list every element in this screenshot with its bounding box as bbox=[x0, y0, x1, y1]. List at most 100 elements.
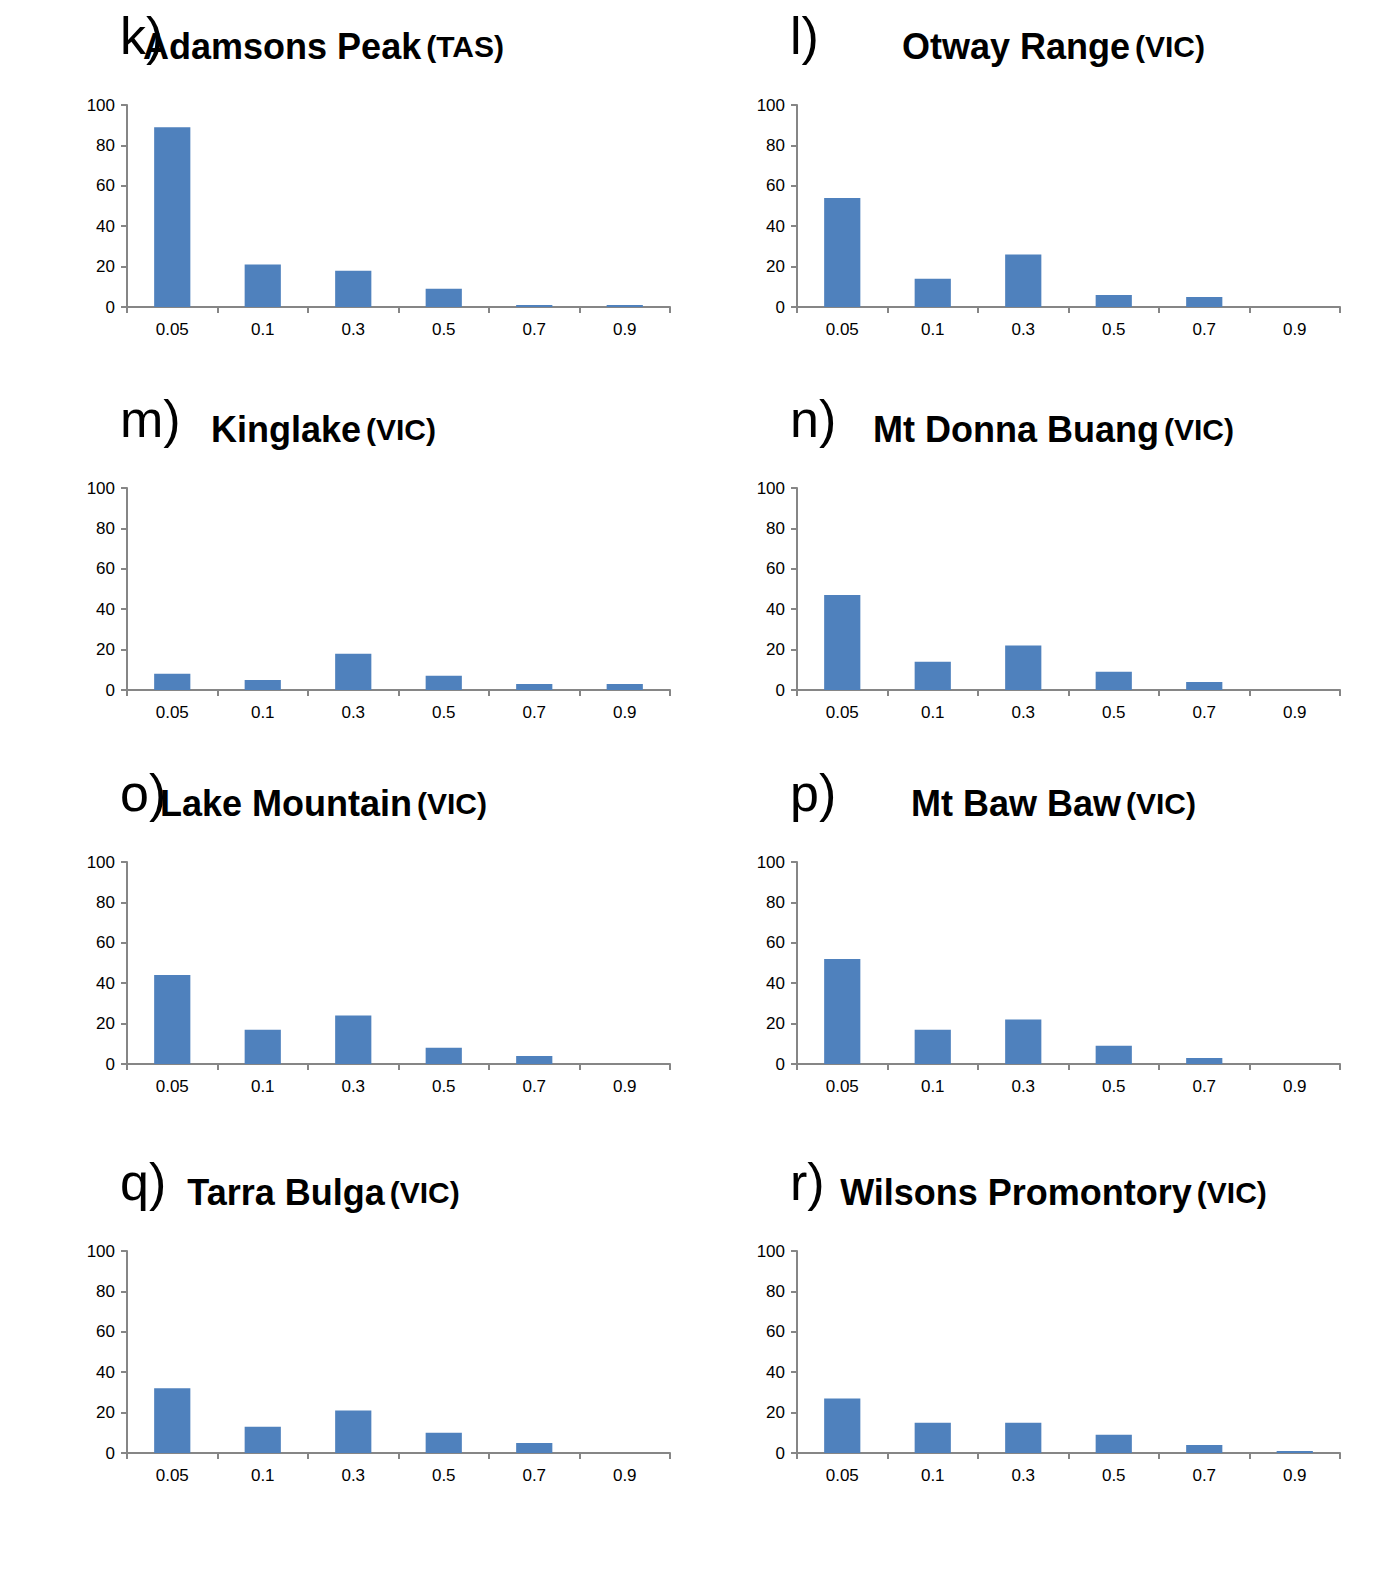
svg-text:Lake Mountain: Lake Mountain bbox=[160, 783, 412, 824]
svg-text:0.1: 0.1 bbox=[251, 1466, 275, 1485]
svg-text:60: 60 bbox=[766, 176, 785, 195]
svg-text:0.05: 0.05 bbox=[156, 1466, 189, 1485]
svg-text:0.9: 0.9 bbox=[613, 703, 637, 722]
svg-text:(TAS): (TAS) bbox=[426, 30, 504, 63]
svg-text:100: 100 bbox=[757, 96, 785, 115]
svg-text:0.7: 0.7 bbox=[522, 1466, 546, 1485]
svg-text:0.7: 0.7 bbox=[1192, 1466, 1216, 1485]
svg-text:0.5: 0.5 bbox=[1102, 320, 1126, 339]
svg-text:Mt Baw Baw: Mt Baw Baw bbox=[911, 783, 1122, 824]
svg-text:(VIC): (VIC) bbox=[366, 413, 436, 446]
svg-text:0.1: 0.1 bbox=[921, 1077, 945, 1096]
svg-text:80: 80 bbox=[766, 893, 785, 912]
svg-text:100: 100 bbox=[757, 853, 785, 872]
svg-text:40: 40 bbox=[766, 974, 785, 993]
svg-text:Kinglake: Kinglake bbox=[211, 409, 361, 450]
svg-text:20: 20 bbox=[96, 1014, 115, 1033]
svg-text:0.9: 0.9 bbox=[613, 320, 637, 339]
svg-text:Wilsons Promontory: Wilsons Promontory bbox=[840, 1172, 1192, 1213]
svg-text:0.7: 0.7 bbox=[522, 703, 546, 722]
svg-text:20: 20 bbox=[766, 1014, 785, 1033]
svg-text:0.7: 0.7 bbox=[1192, 1077, 1216, 1096]
svg-text:0: 0 bbox=[106, 681, 115, 700]
svg-text:80: 80 bbox=[766, 136, 785, 155]
svg-text:0.1: 0.1 bbox=[251, 1077, 275, 1096]
svg-text:0.05: 0.05 bbox=[826, 1466, 859, 1485]
svg-text:40: 40 bbox=[96, 217, 115, 236]
svg-text:p): p) bbox=[790, 764, 836, 822]
svg-text:0: 0 bbox=[776, 1444, 785, 1463]
svg-text:100: 100 bbox=[757, 479, 785, 498]
svg-text:0.9: 0.9 bbox=[1283, 320, 1307, 339]
svg-text:0.3: 0.3 bbox=[1011, 320, 1035, 339]
svg-text:0.7: 0.7 bbox=[522, 320, 546, 339]
svg-text:0: 0 bbox=[106, 1055, 115, 1074]
svg-text:0.3: 0.3 bbox=[1011, 1466, 1035, 1485]
svg-text:40: 40 bbox=[96, 1363, 115, 1382]
svg-text:60: 60 bbox=[96, 933, 115, 952]
svg-text:0.5: 0.5 bbox=[432, 1077, 456, 1096]
svg-text:(VIC): (VIC) bbox=[1126, 787, 1196, 820]
svg-text:0: 0 bbox=[776, 1055, 785, 1074]
svg-text:n): n) bbox=[790, 390, 836, 448]
svg-text:0: 0 bbox=[776, 681, 785, 700]
svg-text:q): q) bbox=[120, 1153, 166, 1211]
svg-text:(VIC): (VIC) bbox=[390, 1176, 460, 1209]
svg-text:(VIC): (VIC) bbox=[1164, 413, 1234, 446]
svg-text:0.1: 0.1 bbox=[921, 703, 945, 722]
svg-text:80: 80 bbox=[96, 1282, 115, 1301]
svg-text:0.5: 0.5 bbox=[1102, 703, 1126, 722]
svg-text:80: 80 bbox=[96, 893, 115, 912]
svg-text:m): m) bbox=[120, 390, 181, 448]
svg-text:Adamsons Peak: Adamsons Peak bbox=[143, 26, 422, 67]
svg-text:0.05: 0.05 bbox=[156, 1077, 189, 1096]
svg-text:0.3: 0.3 bbox=[341, 1077, 365, 1096]
svg-text:40: 40 bbox=[766, 600, 785, 619]
svg-text:0.7: 0.7 bbox=[1192, 320, 1216, 339]
svg-text:0.3: 0.3 bbox=[341, 703, 365, 722]
svg-text:20: 20 bbox=[96, 257, 115, 276]
svg-text:0.5: 0.5 bbox=[1102, 1466, 1126, 1485]
svg-text:20: 20 bbox=[96, 640, 115, 659]
svg-text:Mt Donna Buang: Mt Donna Buang bbox=[873, 409, 1159, 450]
svg-text:60: 60 bbox=[96, 176, 115, 195]
svg-text:0: 0 bbox=[106, 298, 115, 317]
svg-text:20: 20 bbox=[766, 640, 785, 659]
svg-text:0.05: 0.05 bbox=[156, 320, 189, 339]
svg-text:80: 80 bbox=[766, 1282, 785, 1301]
svg-text:0.1: 0.1 bbox=[921, 1466, 945, 1485]
svg-text:0.05: 0.05 bbox=[826, 1077, 859, 1096]
svg-text:60: 60 bbox=[96, 559, 115, 578]
svg-text:0.3: 0.3 bbox=[1011, 1077, 1035, 1096]
svg-text:0.3: 0.3 bbox=[341, 320, 365, 339]
svg-text:(VIC): (VIC) bbox=[1135, 30, 1205, 63]
svg-text:0.3: 0.3 bbox=[341, 1466, 365, 1485]
svg-text:0.1: 0.1 bbox=[251, 703, 275, 722]
svg-text:40: 40 bbox=[766, 217, 785, 236]
svg-text:0.5: 0.5 bbox=[432, 320, 456, 339]
svg-text:40: 40 bbox=[96, 974, 115, 993]
svg-text:80: 80 bbox=[766, 519, 785, 538]
svg-text:Tarra Bulga: Tarra Bulga bbox=[187, 1172, 385, 1213]
svg-text:60: 60 bbox=[766, 559, 785, 578]
svg-text:0: 0 bbox=[776, 298, 785, 317]
svg-text:0.05: 0.05 bbox=[156, 703, 189, 722]
svg-text:20: 20 bbox=[766, 1403, 785, 1422]
svg-text:(VIC): (VIC) bbox=[1197, 1176, 1267, 1209]
svg-text:100: 100 bbox=[757, 1242, 785, 1261]
svg-text:0.1: 0.1 bbox=[921, 320, 945, 339]
svg-text:0.05: 0.05 bbox=[826, 320, 859, 339]
svg-text:80: 80 bbox=[96, 519, 115, 538]
svg-text:(VIC): (VIC) bbox=[417, 787, 487, 820]
svg-text:80: 80 bbox=[96, 136, 115, 155]
svg-text:100: 100 bbox=[87, 479, 115, 498]
svg-text:0.9: 0.9 bbox=[1283, 1466, 1307, 1485]
svg-text:40: 40 bbox=[96, 600, 115, 619]
svg-text:0.9: 0.9 bbox=[1283, 703, 1307, 722]
svg-text:0.9: 0.9 bbox=[613, 1077, 637, 1096]
svg-text:100: 100 bbox=[87, 96, 115, 115]
svg-text:l): l) bbox=[790, 7, 819, 65]
svg-text:0.9: 0.9 bbox=[1283, 1077, 1307, 1096]
svg-text:0.05: 0.05 bbox=[826, 703, 859, 722]
svg-text:60: 60 bbox=[766, 933, 785, 952]
